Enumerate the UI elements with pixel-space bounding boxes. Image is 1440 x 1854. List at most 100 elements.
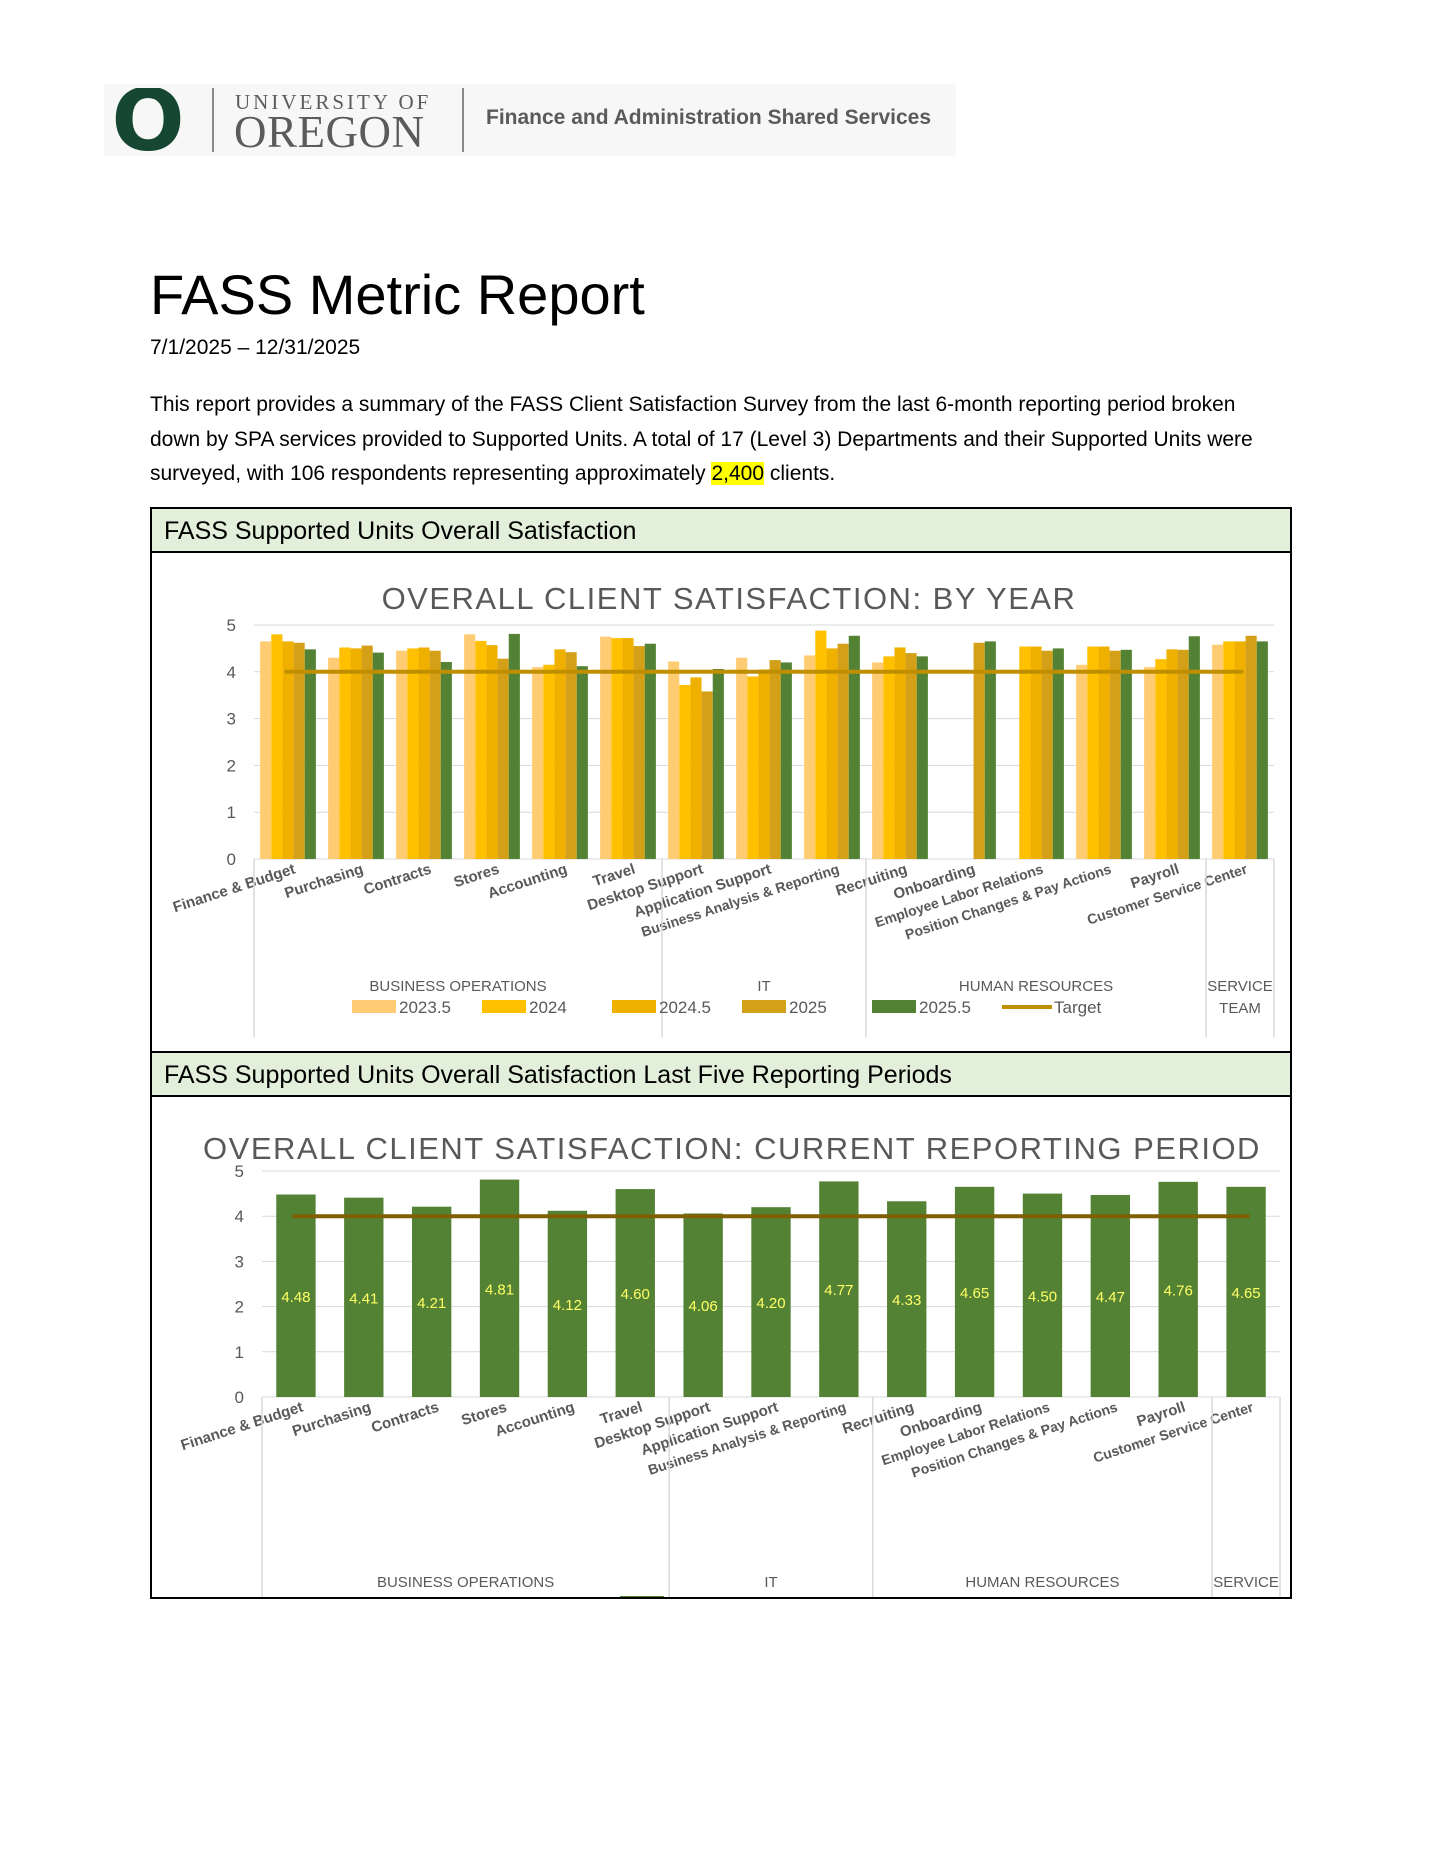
bar-2024-5: [622, 638, 634, 859]
bar-2024-5: [418, 647, 430, 859]
chart-title: OVERALL CLIENT SATISFACTION: CURRENT REP…: [203, 1131, 1261, 1166]
data-label: 4.06: [689, 1298, 718, 1315]
panel-heading: FASS Supported Units Overall Satisfactio…: [152, 1053, 1290, 1097]
bar-2024-5: [1166, 649, 1178, 859]
bar-2023-5: [260, 641, 272, 859]
bar-2025: [1245, 635, 1257, 859]
data-label: 4.12: [553, 1297, 582, 1314]
x-category-label: Contracts: [369, 1399, 441, 1437]
bar-2025-5: [644, 643, 656, 859]
data-label: 4.41: [349, 1290, 378, 1307]
y-tick-label: 4: [227, 663, 236, 682]
data-label: 4.47: [1096, 1289, 1125, 1306]
bar-2025-5: [372, 652, 384, 859]
chart-by-year: OVERALL CLIENT SATISFACTION: BY YEAR 0 1 2 3…: [171, 581, 1275, 1037]
bar-2025-5: [1256, 641, 1268, 859]
bar-2024: [543, 664, 555, 859]
data-label: 4.81: [485, 1281, 514, 1298]
bar-2024: [1019, 646, 1031, 859]
bar-2025: [701, 691, 713, 859]
x-category-label: Contracts: [362, 861, 434, 899]
bar-2023-5: [396, 650, 408, 859]
bar-2023-5: [532, 667, 544, 859]
bar-2025-5: [276, 1194, 316, 1397]
bar-2025-5: [712, 668, 724, 859]
bar-2025: [905, 653, 917, 859]
bar-2025-5: [615, 1189, 655, 1397]
bar-2024-5: [758, 669, 770, 859]
group-label: IT: [757, 978, 770, 995]
bar-2025-5: [1188, 636, 1200, 859]
bar-2025: [1177, 649, 1189, 859]
y-tick-label: 0: [235, 1388, 244, 1407]
legend-label: 2023.5: [399, 998, 451, 1017]
page-header: O UNIVERSITY OF OREGON Finance and Admin…: [104, 84, 956, 156]
data-label: 4.20: [756, 1295, 785, 1312]
legend-label: 2024.5: [659, 998, 711, 1017]
bar-2024: [339, 647, 351, 859]
data-label: 4.76: [1164, 1282, 1193, 1299]
bar-2024-5: [1234, 641, 1246, 859]
bar-2023-5: [1144, 667, 1156, 859]
legend-label: 2024: [529, 998, 567, 1017]
bar-2024: [1223, 641, 1235, 859]
bar-2024-5: [486, 645, 498, 859]
y-tick-label: 4: [235, 1207, 244, 1226]
bar-2024: [407, 648, 419, 859]
intro-text-end: clients.: [764, 462, 836, 485]
y-tick-label: 1: [227, 803, 236, 822]
group-label: BUSINESS OPERATIONS: [377, 1574, 554, 1591]
bar-2025-5: [344, 1197, 384, 1397]
data-label: 4.65: [1231, 1285, 1260, 1302]
data-label: 4.21: [417, 1295, 446, 1312]
group-label: SERVICE: [1207, 978, 1273, 995]
bar-2025-5: [1090, 1194, 1131, 1397]
bar-2025-5: [576, 666, 588, 859]
panel-current-period: FASS Supported Units Overall Satisfactio…: [150, 1051, 1292, 1622]
bar-2025: [429, 650, 441, 859]
bar-2025-5: [887, 1201, 927, 1397]
bar-2024: [747, 676, 759, 859]
legend-swatch-2024: [482, 1000, 526, 1013]
bar-2025-5: [984, 641, 996, 859]
bar-2025-5: [916, 656, 928, 859]
bar-2025-5: [1022, 1193, 1063, 1397]
panel-overall-satisfaction: FASS Supported Units Overall Satisfactio…: [150, 507, 1292, 1053]
legend-label: 2025: [789, 998, 827, 1017]
data-label: 4.77: [824, 1282, 853, 1299]
university-of-label: UNIVERSITY OF: [235, 90, 432, 114]
panel-heading-text: FASS Supported Units Overall Satisfactio…: [164, 1061, 952, 1089]
bar-2025: [769, 660, 781, 859]
bar-2025: [837, 643, 849, 859]
bar-2024-5: [282, 641, 294, 859]
bar-2025-5: [1052, 648, 1064, 859]
oregon-wordmark: OREGON: [234, 107, 425, 157]
bar-2025-5: [683, 1213, 723, 1397]
y-tick-label: 5: [235, 1162, 244, 1181]
group-label: TEAM: [1225, 1596, 1267, 1597]
chart-current-period: OVERALL CLIENT SATISFACTION: CURRENT REP…: [179, 1131, 1281, 1622]
y-tick-label: 3: [227, 710, 236, 729]
data-label: 4.33: [892, 1292, 921, 1309]
bar-2025-5: [547, 1210, 588, 1397]
bar-2025-5: [304, 649, 316, 859]
y-tick-label: 2: [227, 756, 236, 775]
legend-label: Target: [802, 1594, 850, 1597]
data-label: 4.60: [621, 1286, 650, 1303]
data-label: 4.50: [1028, 1288, 1057, 1305]
bar-2023-5: [600, 636, 612, 859]
y-tick-label: 2: [235, 1298, 244, 1317]
bar-2024: [1155, 659, 1167, 859]
legend-swatch-2025-5: [872, 1000, 916, 1013]
bar-2025-5: [508, 633, 520, 859]
bar-2024-5: [690, 677, 702, 859]
bar-2023-5: [1076, 664, 1088, 859]
report-intro: This report provides a summary of the FA…: [150, 388, 1290, 492]
panel-heading-text: FASS Supported Units Overall Satisfactio…: [164, 517, 637, 545]
bar-2023-5: [872, 662, 884, 859]
bar-2024: [611, 638, 623, 859]
x-category-label: Purchasing: [290, 1399, 373, 1440]
group-label: BUSINESS OPERATIONS: [369, 978, 546, 995]
bar-2023-5: [1212, 644, 1224, 859]
bar-2025: [497, 658, 509, 859]
